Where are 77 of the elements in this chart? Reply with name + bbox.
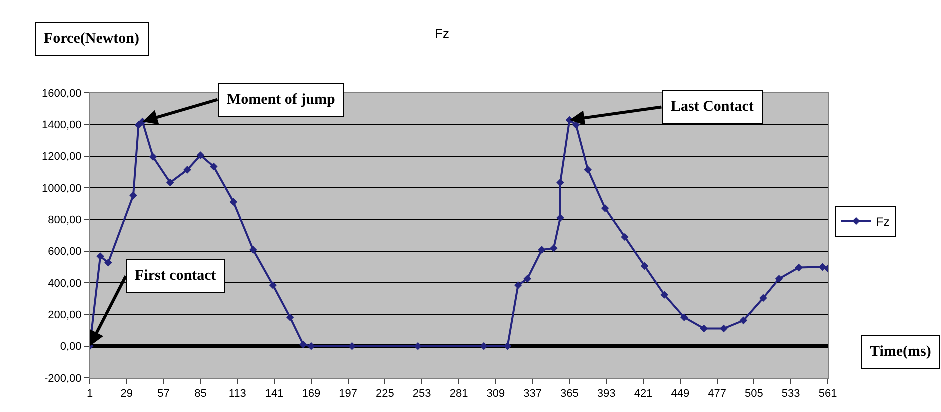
x-tick-label: 309 [486, 388, 506, 400]
point [621, 233, 629, 242]
point [556, 214, 564, 222]
point [538, 246, 546, 254]
point [818, 263, 827, 272]
point [584, 166, 592, 174]
annotation: Last Contact [671, 99, 754, 115]
point [680, 314, 688, 322]
point [480, 342, 488, 350]
point [556, 178, 564, 187]
x-tick-label: 1 [86, 388, 94, 400]
point [514, 281, 522, 290]
x-tick-label: 113 [228, 388, 246, 400]
point [130, 192, 138, 200]
x-tick-label: 505 [745, 388, 764, 400]
point [149, 153, 158, 162]
point [308, 342, 316, 350]
x-tick-label: 57 [158, 388, 170, 400]
annotation: Moment of jump [227, 92, 336, 108]
point [286, 314, 294, 322]
x-tick-label: 225 [376, 388, 394, 400]
x-tick-label: 281 [450, 388, 468, 400]
x-tick-label: 421 [634, 388, 653, 400]
point [720, 324, 728, 333]
point [196, 152, 205, 160]
point [660, 291, 668, 299]
point [166, 178, 174, 187]
point [504, 342, 512, 350]
point [700, 324, 708, 333]
point [740, 316, 748, 325]
chart-title: Fz [435, 26, 450, 41]
point [640, 262, 649, 270]
point [795, 264, 803, 272]
x-tick-label: 533 [782, 388, 800, 400]
point [230, 198, 238, 206]
x-tick-label: 197 [339, 388, 358, 400]
point [269, 281, 278, 290]
point [775, 275, 784, 283]
y-tick-label: 200,00 [48, 310, 82, 322]
y-axis-title: Force(Newton) [44, 31, 140, 47]
x-tick-label: 253 [412, 388, 432, 400]
point [104, 258, 112, 267]
point [210, 162, 218, 171]
legend-label: Fz [876, 214, 890, 229]
x-tick-label: 449 [671, 388, 690, 400]
x-axis-title: Time(ms) [870, 344, 932, 360]
point [184, 166, 192, 174]
y-tick-label: 0,00 [60, 341, 82, 354]
point [250, 246, 258, 254]
point [414, 342, 422, 350]
annotation: First contact [135, 268, 216, 284]
x-tick-label: 169 [302, 388, 321, 400]
point [134, 121, 143, 130]
y-tick-label: 400,00 [48, 278, 82, 290]
y-tick-label: 1000,00 [42, 182, 82, 195]
x-tick-label: 477 [708, 388, 726, 400]
x-tick-label: 85 [194, 388, 207, 400]
y-tick-label: 1600,00 [42, 88, 82, 100]
point [760, 294, 768, 302]
y-tick-label: 800,00 [48, 214, 82, 227]
y-tick-label: 1400,00 [42, 120, 82, 132]
point [572, 121, 580, 130]
x-tick-label: 561 [818, 388, 838, 400]
point [524, 275, 532, 283]
y-tick-label: 1200,00 [42, 151, 82, 164]
point [348, 342, 356, 350]
y-tick-label: 600,00 [48, 246, 82, 258]
x-tick-label: 141 [265, 388, 284, 400]
point [601, 204, 610, 212]
point [550, 244, 558, 252]
point [300, 340, 308, 349]
x-tick-label: 393 [597, 388, 616, 400]
x-tick-label: 29 [120, 388, 134, 400]
y-tick-label: -200,00 [44, 372, 82, 385]
point [96, 252, 104, 260]
x-tick-label: 337 [524, 388, 542, 400]
x-tick-label: 365 [560, 388, 579, 400]
